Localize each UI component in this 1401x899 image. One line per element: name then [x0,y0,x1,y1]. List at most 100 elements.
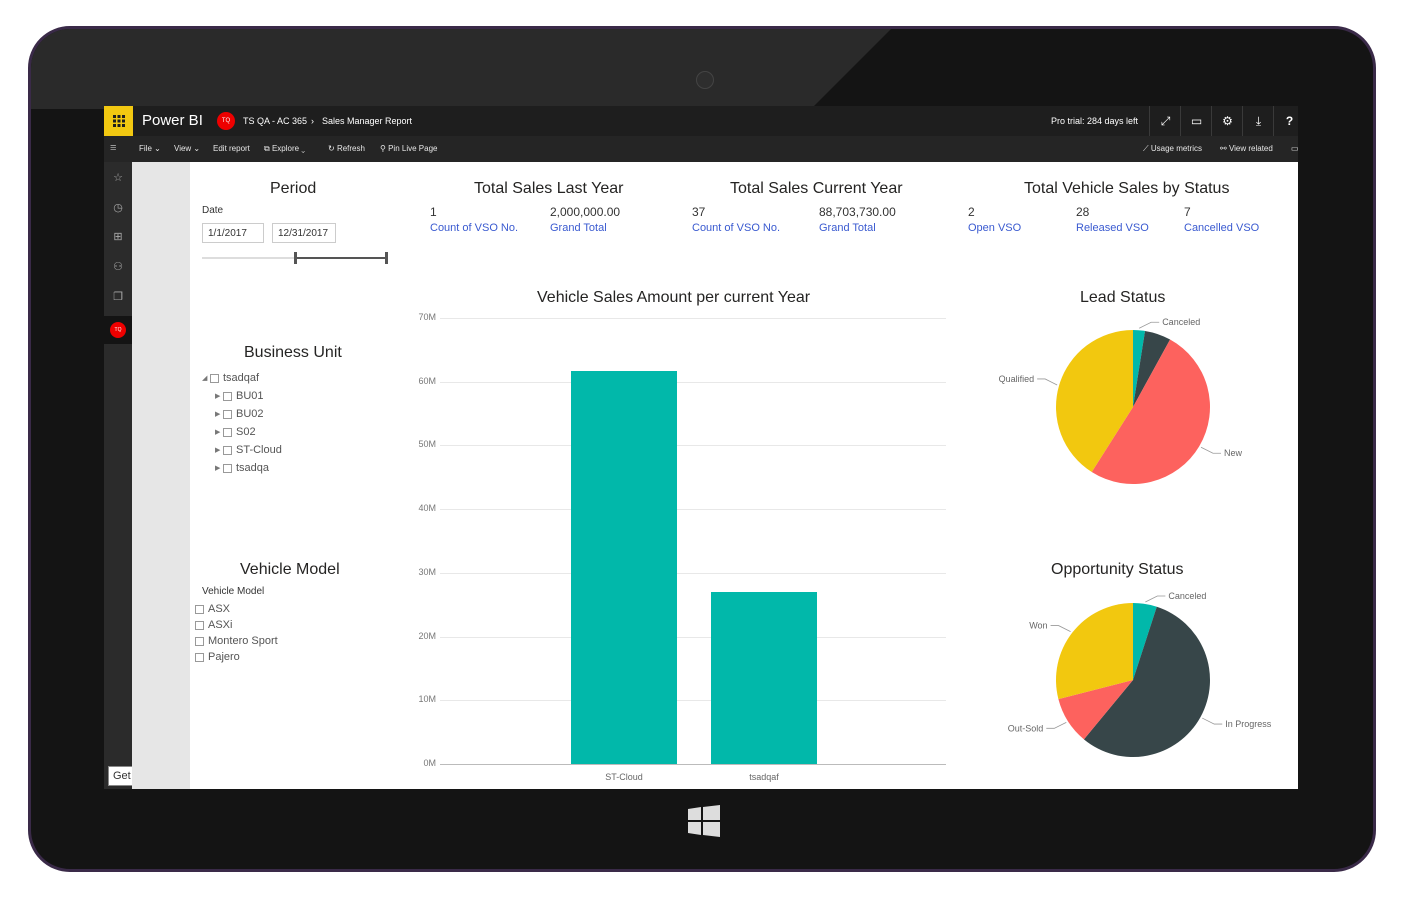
pie-slice[interactable] [1091,339,1210,485]
feedback-icon[interactable]: ▭ [1180,106,1212,136]
tree-node[interactable]: ▶ BU02 [215,408,264,420]
refresh-icon: ↻ [328,144,335,153]
list-item[interactable]: Montero Sport [195,635,278,647]
star-icon[interactable]: ☆ [113,172,123,184]
expand-icon[interactable]: ▶ [215,465,221,472]
explore-menu[interactable]: ⧉ Explore ⌄ [264,144,306,153]
expand-icon[interactable]: ▶ [215,393,221,400]
pie-slice-label: New [1224,448,1243,458]
workspace-avatar[interactable]: TQ [217,112,235,130]
tree-node[interactable]: ▶ S02 [215,426,256,438]
view-menu[interactable]: View ⌄ [174,144,201,153]
view-related-label: View related [1228,144,1273,153]
clock-icon[interactable]: ◷ [113,202,123,214]
slider-end-handle[interactable] [385,252,388,264]
checkbox[interactable] [223,463,232,473]
checkbox[interactable] [195,620,204,630]
tree-node-root[interactable]: ◢ tsadqaf [202,372,259,384]
card-title-current-year: Total Sales Current Year [730,180,903,197]
fullscreen-icon[interactable]: ⤢ [1149,106,1181,136]
apps-icon[interactable]: ⊞ [113,231,123,243]
tree-node[interactable]: ▶ BU01 [215,390,264,402]
help-icon[interactable]: ? [1273,106,1298,136]
y-axis-tick-label: 20M [418,630,436,641]
list-item[interactable]: ASXi [195,619,232,631]
file-menu-label: File [139,144,152,153]
checkbox[interactable] [223,391,232,401]
breadcrumb-report[interactable]: Sales Manager Report [322,116,413,126]
view-menu-label: View [174,144,192,153]
slider-start-handle[interactable] [294,252,297,264]
shared-icon[interactable]: ⚇ [113,261,123,273]
pie-leader-line [1046,721,1067,729]
explore-icon: ⧉ [264,144,270,153]
view-related-button[interactable]: ⚯ View related [1220,144,1273,153]
pie-slice[interactable] [1133,603,1157,680]
x-axis-category-label: ST-Cloud [605,772,643,782]
pie-slice[interactable] [1056,603,1133,700]
gridline [440,381,946,383]
opportunity-status-title: Opportunity Status [1051,561,1184,578]
breadcrumb-workspace[interactable]: TS QA - AC 365 [243,116,308,126]
workspaces-icon[interactable]: ❐ [113,291,123,303]
expand-icon[interactable]: ▶ [215,447,221,454]
powerbi-screen: Power BI TQ TS QA - AC 365 › Sales Manag… [104,106,1298,789]
checkbox[interactable] [210,373,219,383]
list-item[interactable]: Pajero [195,651,240,663]
pie-slice[interactable] [1083,606,1210,757]
pie-slice[interactable] [1133,330,1171,407]
gridline [440,509,946,511]
user-avatar[interactable]: TQ [104,316,132,344]
list-item[interactable]: ASX [195,603,230,615]
list-item-label: ASXi [208,619,233,631]
checkbox[interactable] [223,409,232,419]
download-icon[interactable]: ⤓ [1242,106,1274,136]
end-date-input[interactable]: 12/31/2017 [272,223,336,243]
checkbox[interactable] [223,445,232,455]
tree-node-label: tsadqaf [223,372,260,384]
app-launcher-button[interactable] [104,106,133,136]
windows-logo-icon[interactable] [688,805,720,837]
list-item-label: ASX [208,603,231,615]
hamburger-menu-icon[interactable]: ≡ [110,142,117,154]
bar[interactable] [571,370,677,764]
checkbox[interactable] [195,652,204,662]
collapse-icon[interactable]: ◢ [202,375,208,382]
gridline [440,572,946,574]
edit-report-button[interactable]: Edit report [213,144,250,153]
app-title[interactable]: Power BI [142,112,203,129]
pie-slice-label: Qualified [999,374,1035,384]
checkbox[interactable] [195,604,204,614]
expand-icon[interactable]: ▶ [215,429,221,436]
pie-leader-line [1050,625,1071,632]
refresh-button[interactable]: ↻ Refresh [328,144,365,153]
start-date-input[interactable]: 1/1/2017 [202,223,264,243]
tree-node[interactable]: ▶ ST-Cloud [215,444,282,456]
file-menu[interactable]: File ⌄ [139,144,161,153]
pie-leader-line [1037,378,1058,386]
tree-node-label: BU01 [236,390,264,402]
expand-icon[interactable]: ▶ [215,411,221,418]
refresh-label: Refresh [336,144,365,153]
tree-node[interactable]: ▶ tsadqa [215,462,269,474]
checkbox[interactable] [223,427,232,437]
gridline [440,764,946,765]
settings-icon[interactable]: ⚙ [1211,106,1243,136]
usage-metrics-button[interactable]: ⟋ Usage metrics [1143,144,1202,154]
pie-slice[interactable] [1058,680,1133,740]
pin-live-page-label: Pin Live Page [388,144,438,153]
pin-live-page-button[interactable]: ⚲ Pin Live Page [380,144,437,153]
bar[interactable] [711,591,817,764]
period-title: Period [270,180,317,197]
trial-status[interactable]: Pro trial: 284 days left [1051,116,1139,126]
kpi-label: Released VSO [1076,222,1149,234]
pie-slice[interactable] [1133,330,1146,407]
more-options-icon[interactable]: ▭ [1291,144,1298,153]
pie-slice-label: Canceled [1162,317,1200,327]
pie-slice[interactable] [1056,330,1133,473]
usage-metrics-label: Usage metrics [1150,144,1202,153]
date-range-slider[interactable] [202,252,388,264]
gridline [440,700,946,702]
y-axis-tick-label: 40M [418,503,436,514]
checkbox[interactable] [195,636,204,646]
